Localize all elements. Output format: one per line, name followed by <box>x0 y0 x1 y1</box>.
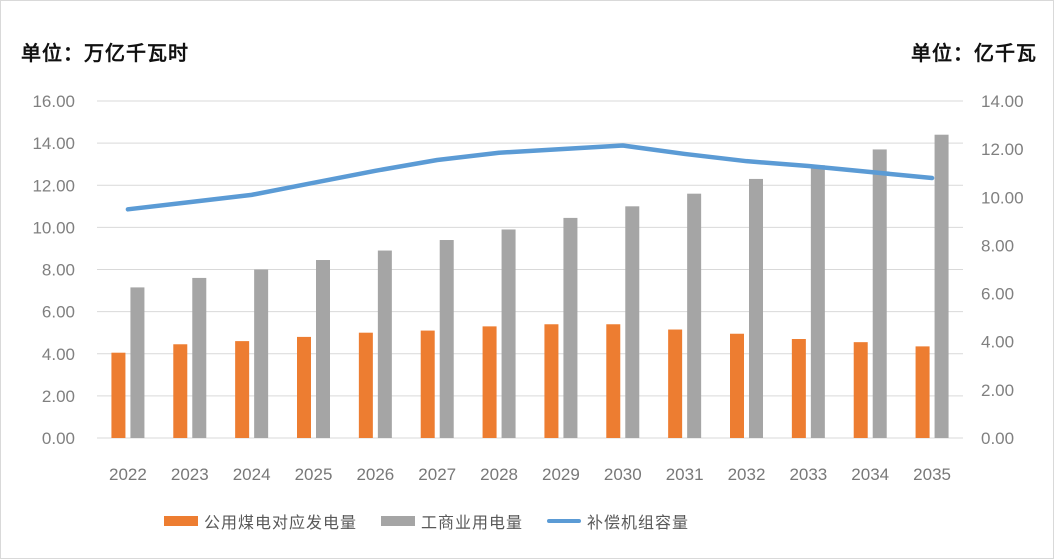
legend-label-commercial-consumption: 工商业用电量 <box>421 515 524 532</box>
left-axis-tick-label: 10.00 <box>32 218 75 237</box>
bar-coal-generation-2024 <box>235 341 250 438</box>
left-axis-tick-label: 4.00 <box>42 345 75 364</box>
bar-commercial-consumption-2030 <box>625 206 640 438</box>
legend-item-commercial-consumption: 工商业用电量 <box>381 509 523 533</box>
bar-commercial-consumption-2029 <box>563 217 578 438</box>
bar-commercial-consumption-2025 <box>316 260 330 438</box>
bar-coal-generation-2032 <box>730 333 744 438</box>
bar-commercial-consumption-2033 <box>810 165 825 438</box>
right-axis-unit-label: 单位：亿千瓦 <box>911 43 1037 65</box>
x-axis-label-2022: 2022 <box>109 465 147 484</box>
x-axis-label-2026: 2026 <box>356 465 394 484</box>
bar-coal-generation-2026 <box>358 332 373 438</box>
left-axis-tick-label: 12.00 <box>32 176 75 195</box>
legend-item-coal-generation: 公用煤电对应发电量 <box>164 509 357 533</box>
right-axis-tick-label: 2.00 <box>981 381 1014 400</box>
chart-legend: 公用煤电对应发电量 工商业用电量 补偿机组容量 <box>164 509 689 533</box>
bar-commercial-consumption-2022 <box>130 287 145 438</box>
x-axis-label-2023: 2023 <box>171 465 209 484</box>
compensation-capacity-line <box>125 143 935 212</box>
bar-coal-generation-2022 <box>111 352 126 438</box>
bar-commercial-consumption-2031 <box>687 193 702 438</box>
x-axis-label-2034: 2034 <box>851 465 889 484</box>
right-axis-tick-label: 14.00 <box>981 92 1024 111</box>
left-axis-tick-label: 14.00 <box>32 134 75 153</box>
legend-swatch-gray-bar <box>381 516 416 526</box>
x-axis-label-2035: 2035 <box>913 465 951 484</box>
left-axis-tick-label: 2.00 <box>42 387 75 406</box>
legend-item-compensation-capacity: 补偿机组容量 <box>547 509 689 533</box>
left-axis-unit-label: 单位：万亿千瓦时 <box>21 43 189 65</box>
x-axis-label-2024: 2024 <box>233 465 271 484</box>
bar-commercial-consumption-2034 <box>872 149 887 438</box>
bar-coal-generation-2025 <box>297 336 311 438</box>
bar-coal-generation-2030 <box>606 324 621 438</box>
x-axis-label-2033: 2033 <box>789 465 827 484</box>
x-axis-label-2028: 2028 <box>480 465 518 484</box>
left-axis-tick-label: 8.00 <box>42 261 75 280</box>
x-axis-label-2029: 2029 <box>542 465 580 484</box>
bar-commercial-consumption-2026 <box>377 250 392 438</box>
right-axis-tick-label: 4.00 <box>981 333 1014 352</box>
x-axis-label-2032: 2032 <box>728 465 766 484</box>
legend-swatch-blue-line <box>547 518 582 524</box>
combo-bar-line-chart: 0.00 2.00 4.00 6.00 8.00 10.00 12.00 14.00 16.00… <box>32 92 1024 484</box>
bar-commercial-consumption-2028 <box>501 229 516 438</box>
x-axis-label-2025: 2025 <box>295 465 333 484</box>
x-axis-label-2027: 2027 <box>418 465 456 484</box>
bar-commercial-consumption-2024 <box>254 269 269 438</box>
bar-commercial-consumption-2035 <box>934 134 949 438</box>
x-axis-label-2031: 2031 <box>666 465 704 484</box>
right-axis-tick-label: 6.00 <box>981 285 1014 304</box>
bar-commercial-consumption-2027 <box>439 240 454 438</box>
bar-coal-generation-2033 <box>791 339 806 438</box>
bar-coal-generation-2034 <box>853 342 868 438</box>
bar-coal-generation-2023 <box>173 344 188 438</box>
bar-commercial-consumption-2032 <box>749 178 763 438</box>
right-axis-tick-label: 8.00 <box>981 236 1014 255</box>
bar-coal-generation-2029 <box>544 324 559 438</box>
legend-label-coal-generation: 公用煤电对应发电量 <box>204 515 358 532</box>
right-axis-tick-label: 10.00 <box>981 188 1024 207</box>
legend-swatch-orange-bar <box>164 516 198 526</box>
right-axis-tick-label: 12.00 <box>981 140 1024 159</box>
left-axis-tick-label: 0.00 <box>42 429 75 448</box>
right-axis-tick-label: 0.00 <box>981 429 1014 448</box>
bar-coal-generation-2028 <box>482 326 497 438</box>
bar-commercial-consumption-2023 <box>192 277 207 438</box>
bar-coal-generation-2027 <box>420 330 435 438</box>
legend-label-compensation-capacity: 补偿机组容量 <box>587 515 690 532</box>
left-axis-tick-label: 16.00 <box>32 92 75 111</box>
bar-coal-generation-2035 <box>915 346 930 438</box>
bar-coal-generation-2031 <box>668 329 683 438</box>
left-axis-tick-label: 6.00 <box>42 303 75 322</box>
x-axis-label-2030: 2030 <box>604 465 642 484</box>
